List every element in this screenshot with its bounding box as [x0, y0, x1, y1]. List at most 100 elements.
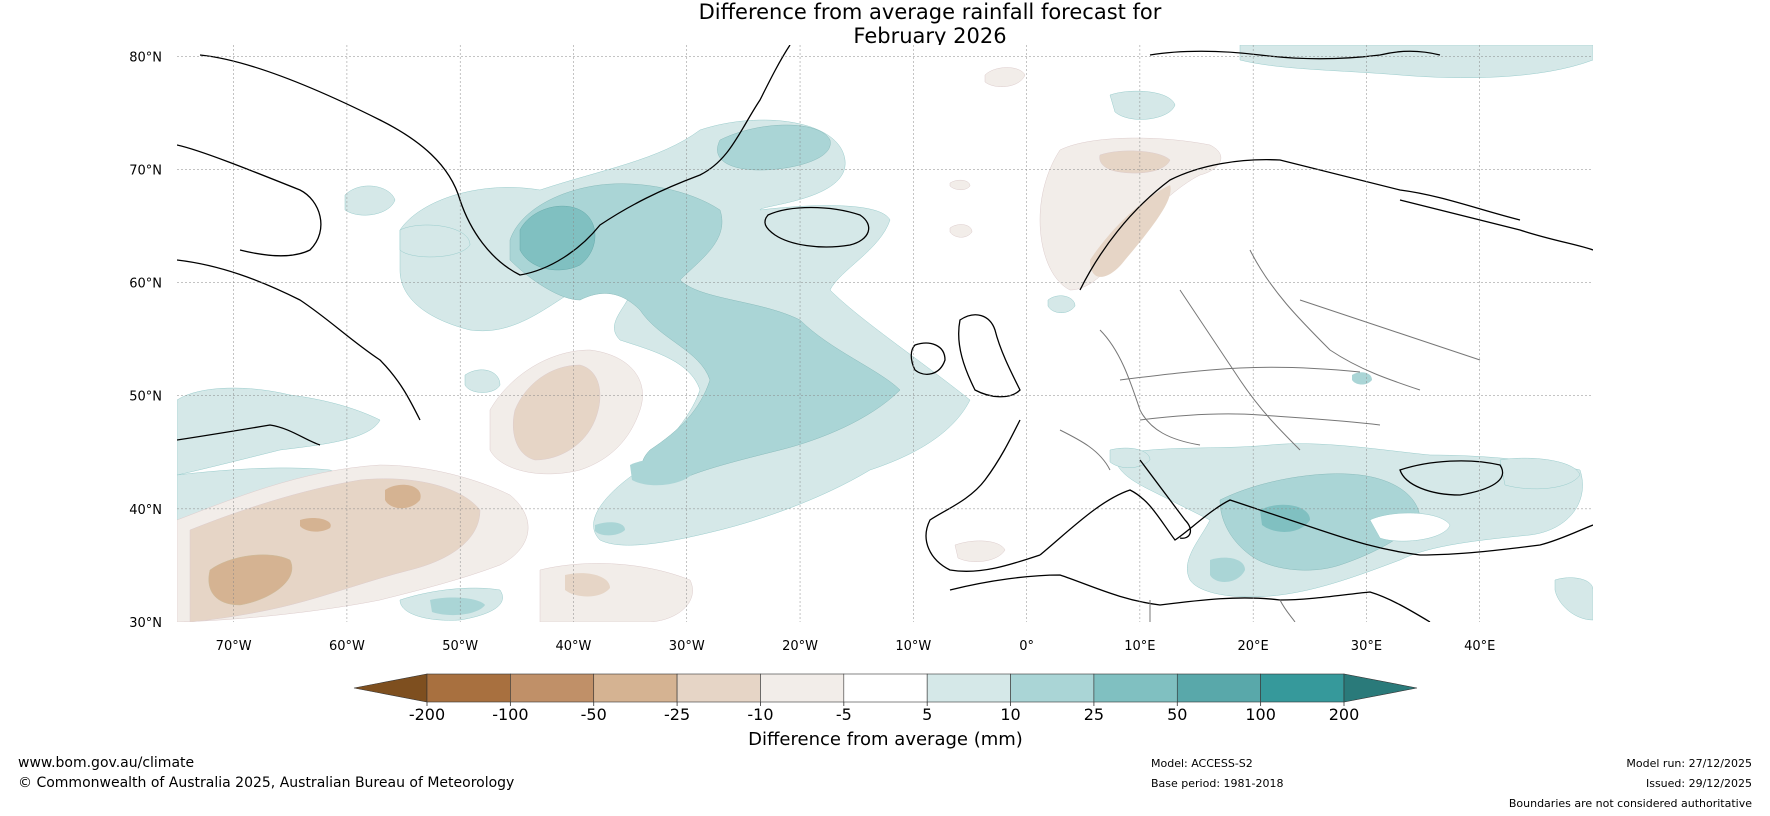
dry-region-small-2 — [949, 224, 973, 238]
dry-region-mid-atlantic-core — [512, 364, 601, 461]
longitude-label: 30°E — [1351, 639, 1382, 654]
wet-region-black-sea — [1499, 457, 1581, 490]
colorbar-tick-label: -10 — [747, 705, 773, 724]
coast-ireland — [910, 342, 946, 375]
dry-region-patch-2 — [385, 484, 421, 509]
wet-region-labrador — [344, 185, 396, 216]
colorbar-tick-label: 50 — [1167, 705, 1187, 724]
longitude-label: 70°W — [216, 639, 252, 654]
colorbar: -200 -100 -50 -25 -10 -5 5 10 25 50 100 200 Differen… — [353, 673, 1418, 750]
latitude-label: 50°N — [129, 390, 162, 405]
colorbar-segment — [676, 673, 761, 703]
coast-iceland — [764, 206, 870, 248]
wet-region-atlantic-patch-3 — [630, 458, 695, 486]
dry-region-norway-coast — [1090, 185, 1171, 277]
dry-region-small-1 — [984, 67, 1026, 87]
coast-mediterranean-north — [1039, 489, 1593, 556]
colorbar-segment — [1176, 673, 1261, 703]
coast-north-africa — [949, 574, 1431, 622]
coast-britain — [958, 314, 1021, 398]
colorbar-segment — [1010, 673, 1095, 703]
colorbar-segment — [926, 673, 1011, 703]
wet-region-libya-sea — [1210, 557, 1245, 582]
title-line-1: Difference from average rainfall forecas… — [698, 0, 1162, 24]
wet-region-caspian — [1554, 577, 1593, 621]
chart-title: Difference from average rainfall forecas… — [0, 0, 1770, 48]
latitude-label: 40°N — [129, 503, 162, 518]
coast-greenland — [199, 45, 791, 276]
footer-website[interactable]: www.bom.gov.au/climate — [18, 755, 195, 771]
coast-black-sea — [1399, 460, 1504, 496]
title-line-2: February 2026 — [853, 24, 1007, 48]
longitude-labels: 70°W 60°W 50°W 40°W 30°W 20°W 10°W 0° 10°E 20°E 30… — [216, 639, 1496, 654]
colorbar-segment — [1093, 673, 1178, 703]
footer-model: Model: ACCESS-S2 — [1151, 757, 1253, 770]
border-6 — [1059, 429, 1111, 471]
colorbar-segment — [760, 673, 845, 703]
longitude-label: 60°W — [329, 639, 365, 654]
latitude-label: 30°N — [129, 616, 162, 631]
wet-region-small-3 — [1047, 295, 1076, 313]
colorbar-tick-label: -50 — [581, 705, 607, 724]
colorbar-tick-label: 200 — [1329, 705, 1360, 724]
colorbar-title: Difference from average (mm) — [748, 729, 1023, 750]
footer-base-period: Base period: 1981-2018 — [1151, 777, 1284, 790]
wet-region-labrador-2 — [399, 224, 471, 258]
dry-region-norway-core — [1099, 150, 1171, 174]
latitude-label: 60°N — [129, 277, 162, 292]
dry-region-west-atlantic-core — [208, 554, 293, 606]
colorbar-segment — [843, 673, 928, 703]
coast-russia-north — [1399, 199, 1593, 251]
colorbar-tick-label: 5 — [922, 705, 932, 724]
colorbar-tick-label: 10 — [1000, 705, 1020, 724]
colorbar-tick-label: 100 — [1245, 705, 1276, 724]
coast-baffin — [177, 144, 322, 257]
dry-region-south-atlantic-core — [565, 573, 610, 597]
longitude-label: 20°E — [1238, 639, 1269, 654]
colorbar-tick-label: 25 — [1084, 705, 1104, 724]
rainfall-anomaly-shading — [177, 45, 1593, 622]
border-9 — [1279, 599, 1296, 622]
wet-region-east-greenland — [717, 124, 831, 171]
wet-region-atlantic-patch-4 — [595, 522, 625, 536]
colorbar-segment — [1260, 673, 1345, 703]
longitude-label: 10°W — [895, 639, 931, 654]
coastlines — [177, 45, 1593, 622]
colorbar-tick-label: -100 — [492, 705, 528, 724]
dry-region-small-3 — [949, 179, 971, 190]
colorbar-extend-high — [1343, 673, 1418, 703]
border-3 — [1249, 249, 1421, 391]
colorbar-tick-label: -25 — [664, 705, 690, 724]
coast-arctic-island — [1149, 50, 1441, 60]
border-4 — [1119, 366, 1361, 381]
footer-model-run: Model run: 27/12/2025 — [1626, 757, 1752, 770]
colorbar-segment — [510, 673, 595, 703]
longitude-label: 0° — [1019, 639, 1034, 654]
wet-region-south-atlantic-core — [430, 597, 485, 616]
border-7 — [1299, 299, 1481, 361]
coast-north-america — [177, 424, 321, 446]
longitude-label: 10°E — [1124, 639, 1155, 654]
graticule — [177, 45, 1593, 622]
wet-region-greenland-core — [519, 205, 596, 271]
wet-region-baltic-patch — [1352, 372, 1372, 385]
longitude-label: 40°W — [556, 639, 592, 654]
colorbar-tick-label: -5 — [836, 705, 852, 724]
longitude-label: 40°E — [1464, 639, 1495, 654]
colorbar-extend-low — [353, 673, 428, 703]
footer-disclaimer: Boundaries are not considered authoritat… — [1508, 797, 1752, 810]
dry-region-spain — [954, 540, 1006, 562]
coast-italy — [1139, 459, 1192, 539]
colorbar-tick-label: -200 — [409, 705, 445, 724]
footer-copyright: © Commonwealth of Australia 2025, Austra… — [18, 775, 515, 791]
colorbar-segment — [593, 673, 678, 703]
latitude-label: 80°N — [129, 50, 162, 65]
latitude-labels: 80°N 70°N 60°N 50°N 40°N 30°N — [129, 50, 162, 631]
dry-hole-turkey — [1369, 512, 1451, 542]
wet-region-small-2 — [1109, 90, 1176, 120]
coast-scandinavia — [1079, 159, 1521, 291]
border-2 — [1179, 289, 1301, 451]
coast-europe-west — [925, 419, 1041, 572]
colorbar-segment — [426, 673, 511, 703]
